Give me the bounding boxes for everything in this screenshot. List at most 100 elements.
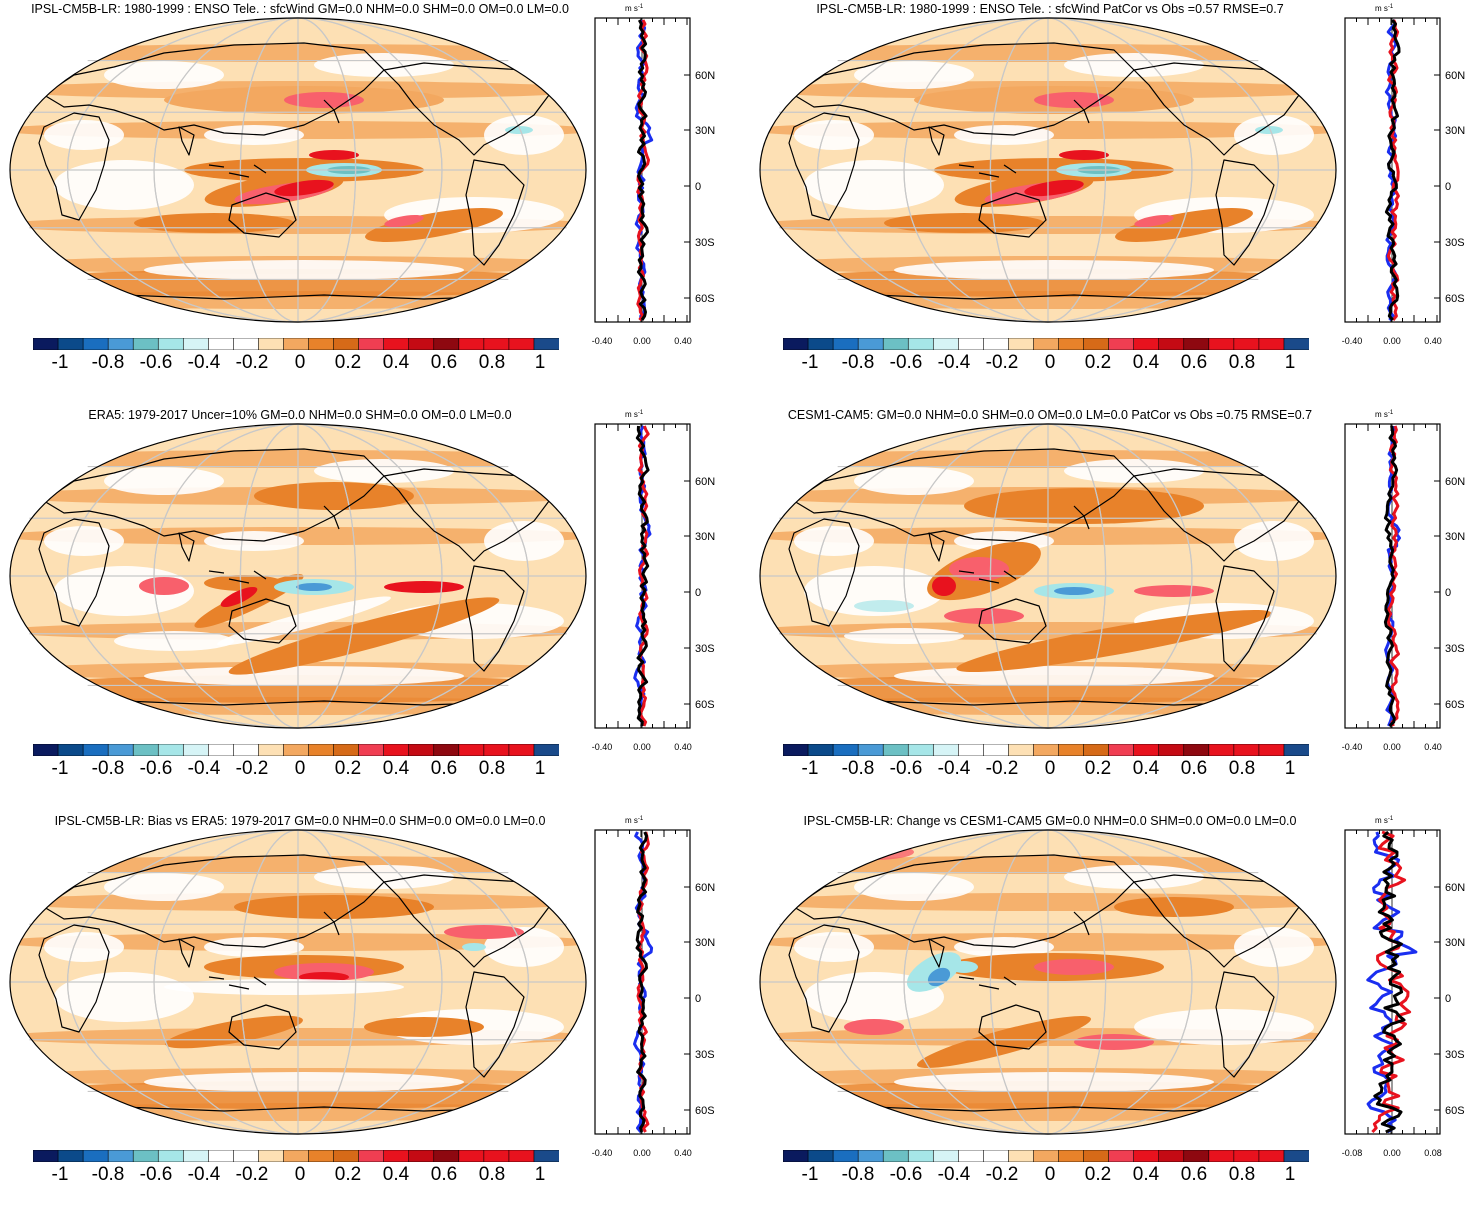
colorbar-tick-label: 0.8 <box>478 352 506 373</box>
colorbar-bin <box>1033 338 1060 350</box>
colorbar-bin <box>1183 338 1210 350</box>
colorbar-tick-label: -0.2 <box>235 758 269 779</box>
colorbar-bin <box>932 338 960 350</box>
colorbar-tick-label: 0.8 <box>1228 352 1256 373</box>
colorbar-bin <box>807 338 834 350</box>
colorbar-bin <box>958 338 985 350</box>
colorbar-tick-label: 0 <box>1044 1164 1056 1185</box>
map-frame <box>9 17 587 323</box>
colorbar-labels: -1 -0.8 -0.6 -0.4 -0.2 0 0.2 0.4 0.6 0.8 1 <box>750 1164 1350 1190</box>
colorbar-tick-label: 0 <box>294 758 306 779</box>
colorbar-tick-label: 1 <box>1284 1164 1296 1185</box>
colorbar-tick-label: -0.4 <box>937 758 971 779</box>
lat-tick-label: 30S <box>695 643 715 655</box>
lat-tick-label: 60N <box>695 476 715 488</box>
colorbar-tick-label: 0 <box>1044 758 1056 779</box>
zonal-mean-profile: m s-1 60N 30N 0 30S 60S -0.40 0.00 0.40 <box>592 410 715 752</box>
map-container <box>754 15 1342 325</box>
colorbar-bin <box>832 744 859 756</box>
panel-p5: IPSL-CM5B-LR: Bias vs ERA5: 1979-2017 GM… <box>0 812 741 1207</box>
map-container <box>754 421 1342 731</box>
colorbar-tick-label: -1 <box>51 1164 69 1185</box>
map-frame <box>9 423 587 729</box>
colorbar-bin <box>107 338 134 350</box>
colorbar <box>783 1150 1309 1162</box>
lat-tick-label: 30S <box>695 237 715 249</box>
colorbar-bin <box>958 1150 985 1162</box>
colorbar-tick-label: 0.4 <box>1132 352 1160 373</box>
colorbar-bin <box>107 744 134 756</box>
colorbar-tick-label: -0.2 <box>985 758 1019 779</box>
lat-tick-label: 30S <box>1445 1049 1465 1061</box>
colorbar-bin <box>408 744 435 756</box>
colorbar-bin <box>383 1150 410 1162</box>
lat-tick-label: 30S <box>1445 643 1465 655</box>
colorbar-bin <box>932 1150 960 1162</box>
profile-series-line <box>1373 830 1406 1134</box>
colorbar-tick-label: -0.8 <box>91 758 125 779</box>
colorbar-tick-label: 0.6 <box>430 758 458 779</box>
profile-x-tick-label: 0.40 <box>674 336 692 346</box>
colorbar <box>783 338 1309 350</box>
colorbar-bin <box>483 338 510 350</box>
colorbar-tick-label: 0.6 <box>1180 1164 1208 1185</box>
profile-x-tick-label: 0.00 <box>633 336 651 346</box>
colorbar-bin <box>308 744 335 756</box>
colorbar-labels: -1 -0.8 -0.6 -0.4 -0.2 0 0.2 0.4 0.6 0.8 1 <box>750 758 1350 784</box>
colorbar-tick-label: -0.2 <box>235 1164 269 1185</box>
colorbar-bin <box>1283 338 1309 350</box>
lat-tick-label: 60S <box>1445 699 1465 711</box>
colorbar-tick-label: -0.4 <box>187 1164 221 1185</box>
colorbar <box>33 338 559 350</box>
colorbar-bin <box>1083 1150 1110 1162</box>
colorbar-bin <box>57 1150 84 1162</box>
colorbar-bin <box>1133 744 1160 756</box>
colorbar-bin <box>783 1150 809 1162</box>
colorbar-bin <box>533 744 559 756</box>
colorbar-bin <box>983 744 1010 756</box>
colorbar-tick-label: -1 <box>801 1164 819 1185</box>
colorbar-tick-label: -0.8 <box>841 1164 875 1185</box>
colorbar-bin <box>33 338 59 350</box>
colorbar-bin <box>358 744 385 756</box>
colorbar-bin <box>857 1150 884 1162</box>
colorbar-bin <box>157 338 185 350</box>
world-map <box>9 829 587 1135</box>
profile-series-line <box>635 831 648 1133</box>
colorbar-bin <box>383 744 410 756</box>
coastlines <box>773 851 1335 1118</box>
colorbar-bin <box>907 338 935 350</box>
colorbar-labels: -1 -0.8 -0.6 -0.4 -0.2 0 0.2 0.4 0.6 0.8 1 <box>0 758 600 784</box>
colorbar-bin <box>458 744 485 756</box>
colorbar-bin <box>983 1150 1010 1162</box>
colorbar-tick-label: -0.4 <box>937 1164 971 1185</box>
panel-title: IPSL-CM5B-LR: Change vs CESM1-CAM5 GM=0.… <box>803 814 1297 828</box>
lat-tick-label: 60S <box>1445 1105 1465 1117</box>
colorbar-bin <box>132 1150 160 1162</box>
colorbar-tick-label: 0.8 <box>478 1164 506 1185</box>
colorbar-bin <box>1033 744 1060 756</box>
colorbar-bin <box>483 1150 510 1162</box>
colorbar-bin <box>132 744 160 756</box>
colorbar <box>783 744 1309 756</box>
colorbar-bin <box>233 338 260 350</box>
colorbar-bin <box>807 1150 834 1162</box>
panel-title: IPSL-CM5B-LR: 1980-1999 : ENSO Tele. : s… <box>816 2 1284 16</box>
colorbar-bin <box>807 744 834 756</box>
colorbar-tick-label: 0.6 <box>1180 758 1208 779</box>
profile-unit: m s-1 <box>1375 4 1394 13</box>
colorbar-bin <box>157 744 185 756</box>
profile-x-tick-label: 0.08 <box>1424 1148 1442 1158</box>
colorbar-tick-label: 0.8 <box>478 758 506 779</box>
map-frame <box>759 829 1337 1135</box>
colorbar-bin <box>882 338 910 350</box>
profile-x-tick-label: 0.40 <box>674 742 692 752</box>
colorbar-bin <box>882 744 910 756</box>
colorbar-tick-label: 1 <box>534 1164 546 1185</box>
colorbar-bin <box>1133 338 1160 350</box>
lat-tick-label: 0 <box>1445 587 1451 599</box>
colorbar-bin <box>433 338 460 350</box>
colorbar-tick-label: -0.4 <box>187 352 221 373</box>
colorbar-bin <box>258 1150 285 1162</box>
colorbar-bin <box>283 338 310 350</box>
